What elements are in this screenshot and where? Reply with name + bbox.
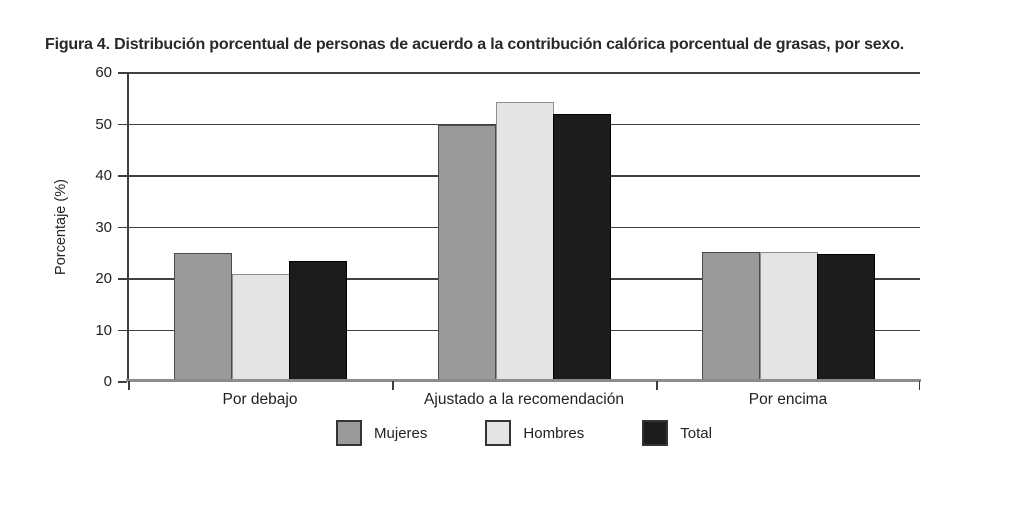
legend-label-mujeres: Mujeres <box>374 424 428 442</box>
y-tick-30 <box>118 226 127 229</box>
y-tick-50 <box>118 123 127 126</box>
bar-hombres-por-encima <box>759 252 818 382</box>
x-label-por-encima: Por encima <box>748 391 828 408</box>
chart-title: Figura 4. Distribución porcentual de per… <box>45 36 905 53</box>
y-tick-label-10: 10 <box>95 321 112 339</box>
bar-total-por-debajo <box>289 260 347 382</box>
bar-hombres-ajustado-a-la-recomendacion <box>495 102 554 382</box>
x-tick-0 <box>128 381 130 390</box>
bar-mujeres-por-debajo <box>174 253 232 382</box>
y-tick-label-30: 30 <box>95 218 112 236</box>
x-tick-2 <box>656 381 658 390</box>
y-tick-label-20: 20 <box>95 270 112 287</box>
x-tick-3 <box>918 381 920 390</box>
bar-mujeres-ajustado-a-la-recomendacion <box>438 124 496 382</box>
legend-item-mujeres: Mujeres <box>336 420 427 446</box>
bar-mujeres-por-encima <box>702 252 760 382</box>
bar-total-ajustado-a-la-recomendacion <box>553 114 611 382</box>
x-label-ajustado-a-la-recomendacion: Ajustado a la recomendación <box>424 391 624 408</box>
legend-swatch-mujeres <box>336 420 363 446</box>
x-axis-line <box>126 379 921 382</box>
legend: Mujeres Hombres Total <box>128 420 920 446</box>
gridline-60 <box>128 72 920 74</box>
legend-swatch-hombres <box>485 420 512 446</box>
legend-label-hombres: Hombres <box>523 424 585 442</box>
x-tick-1 <box>392 381 394 390</box>
x-label-por-debajo: Por debajo <box>222 391 298 408</box>
y-tick-label-50: 50 <box>95 115 112 133</box>
y-axis-line <box>126 72 129 382</box>
legend-swatch-total <box>642 420 669 446</box>
bar-hombres-por-debajo <box>231 273 290 382</box>
legend-label-total: Total <box>680 424 712 442</box>
y-tick-10 <box>118 329 127 332</box>
plot-area <box>128 72 920 382</box>
y-tick-40 <box>118 175 127 177</box>
y-tick-0 <box>118 381 127 383</box>
y-tick-label-60: 60 <box>95 64 112 81</box>
y-tick-label-40: 40 <box>95 167 112 184</box>
y-tick-20 <box>118 278 127 280</box>
legend-item-total: Total <box>642 420 712 446</box>
legend-item-hombres: Hombres <box>485 420 584 446</box>
y-tick-60 <box>118 72 127 74</box>
y-axis-title: Porcentaje (%) <box>53 179 69 275</box>
bar-total-por-encima <box>817 254 875 382</box>
y-tick-label-0: 0 <box>103 373 112 390</box>
